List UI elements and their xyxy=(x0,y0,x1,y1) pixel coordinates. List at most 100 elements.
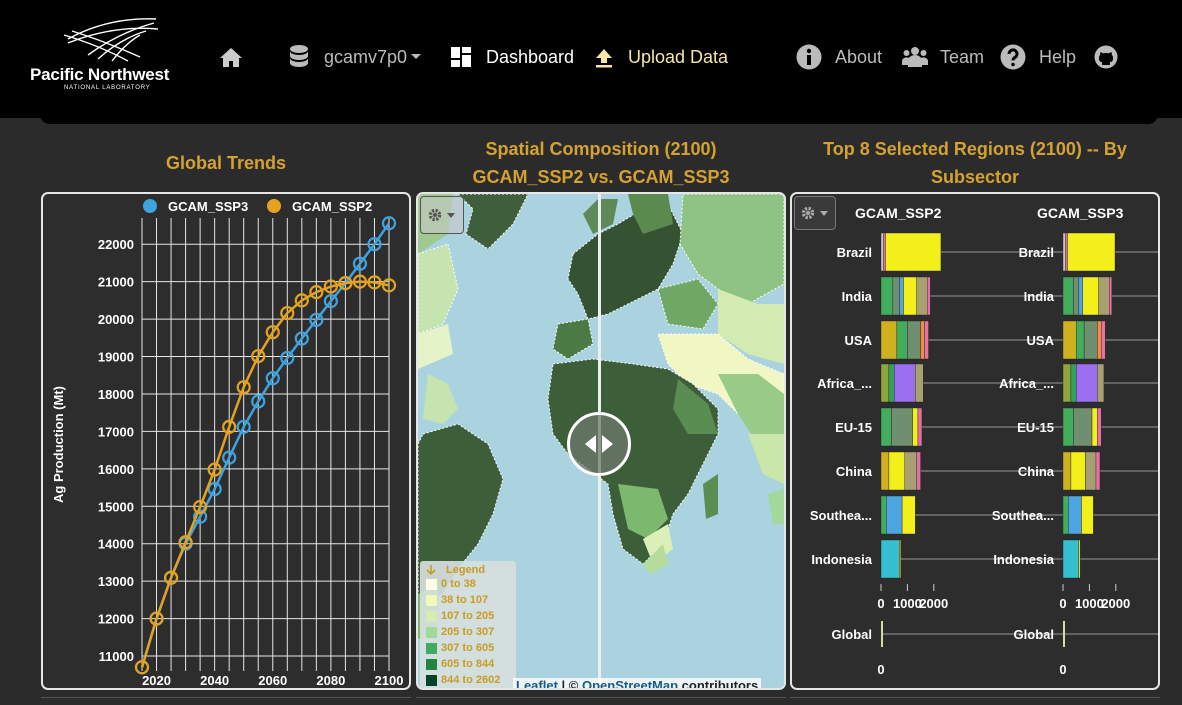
top-navbar xyxy=(0,0,1182,118)
home-icon xyxy=(220,48,242,67)
legend-marker xyxy=(267,199,281,213)
nav-github[interactable] xyxy=(1094,40,1118,74)
data-point xyxy=(193,499,208,515)
y-tick-label: 16000 xyxy=(98,462,134,477)
data-point xyxy=(251,349,266,364)
bar-segment xyxy=(896,320,908,360)
legend-item: 844 to 2602 xyxy=(426,674,500,686)
y-tick-label: 13000 xyxy=(98,574,134,589)
x-tick-label: 2060 xyxy=(258,673,287,688)
spatial-map-panel[interactable]: Legend 0 to 38 38 to 107 107 to 205 205 to … xyxy=(416,192,786,690)
bar-segment xyxy=(1085,451,1097,491)
series-line xyxy=(140,222,391,668)
divider xyxy=(790,697,1160,698)
region-label: Indonesia xyxy=(993,552,1054,567)
nav-upload-data[interactable]: Upload Data xyxy=(594,40,728,74)
bar-segment xyxy=(1082,276,1099,316)
legend-swatch xyxy=(426,642,437,654)
data-point xyxy=(134,660,150,675)
global-trends-panel: 11000 12000 13000 14000 15000 16000 17000 18000… xyxy=(41,192,411,690)
team-label: Team xyxy=(940,46,985,67)
data-point xyxy=(294,331,309,346)
region-label: USA xyxy=(845,333,873,348)
top-regions-title: Top 8 Selected Regions (2100) -- By Subs… xyxy=(790,135,1160,191)
data-point xyxy=(367,275,382,290)
map-legend: Legend 0 to 38 38 to 107 107 to 205 205 to … xyxy=(420,561,516,688)
bar-segment xyxy=(880,539,900,579)
x-tick-label: 0 xyxy=(877,596,884,611)
compare-slider-handle[interactable] xyxy=(567,412,631,476)
bar-segment xyxy=(886,495,903,535)
bar-segment xyxy=(880,232,884,272)
x-tick-label: 0 xyxy=(1059,596,1066,611)
bar-segment xyxy=(880,276,894,316)
legend-item-label: 605 to 844 xyxy=(441,658,495,670)
global-bar xyxy=(1063,621,1065,647)
nav-home[interactable] xyxy=(219,40,243,74)
global-trends-chart[interactable]: 11000 12000 13000 14000 15000 16000 17000 18000… xyxy=(43,194,409,688)
bar-segment xyxy=(1073,407,1093,447)
bar-segment xyxy=(1098,276,1110,316)
bar-segment xyxy=(907,320,921,360)
data-point xyxy=(338,276,353,291)
bar-segment xyxy=(880,320,898,360)
legend-label: GCAM_SSP3 xyxy=(168,199,248,214)
data-point xyxy=(381,278,397,293)
dashboard-icon xyxy=(451,47,471,67)
data-point xyxy=(236,380,251,395)
top-regions-panel: GCAM_SSP2 GCAM_SSP3 Brazil India USA Africa… xyxy=(790,192,1160,690)
legend-item-label: 107 to 205 xyxy=(441,610,495,622)
nav-help[interactable]: Help xyxy=(1000,40,1076,74)
region-label: Brazil xyxy=(1019,245,1054,260)
region-label: Africa_... xyxy=(817,376,872,391)
data-point xyxy=(149,611,164,626)
x-tick-label: 2020 xyxy=(142,673,171,688)
top-regions-title-line1: Top 8 Selected Regions (2100) -- By xyxy=(823,139,1127,159)
legend-item: 307 to 605 xyxy=(426,642,494,654)
region-label: Africa_... xyxy=(999,376,1054,391)
x-tick-label: 2000 xyxy=(919,596,948,611)
nav-about[interactable]: About xyxy=(796,40,882,74)
leaflet-link[interactable]: Leaflet xyxy=(516,678,558,690)
bar-segment xyxy=(1076,363,1098,403)
legend-item-label: 205 to 307 xyxy=(441,626,495,638)
upload-icon xyxy=(596,49,612,68)
bar-segment xyxy=(1062,495,1069,535)
data-point xyxy=(309,312,324,327)
osm-link[interactable]: OpenStreetMap xyxy=(581,678,679,690)
nav-team[interactable]: Team xyxy=(902,40,984,74)
y-tick-label: 14000 xyxy=(98,537,134,552)
pnnl-logo[interactable]: Pacific Northwest NATIONAL LABORATORY xyxy=(28,15,193,95)
bar-segment xyxy=(903,276,917,316)
legend-item-label: 38 to 107 xyxy=(441,594,489,606)
legend-header[interactable]: Legend xyxy=(426,564,485,576)
data-point xyxy=(309,285,324,300)
bar-segment xyxy=(901,495,916,535)
legend-item-label: 844 to 2602 xyxy=(441,674,501,686)
x-tick-label: 1000 xyxy=(893,596,922,611)
data-point xyxy=(207,481,222,497)
bar-segment xyxy=(1097,363,1105,403)
map-settings-button[interactable] xyxy=(420,196,464,234)
bar-segment xyxy=(880,451,890,491)
about-label: About xyxy=(835,46,883,67)
region-label: Southea... xyxy=(810,508,872,523)
legend-item-label: 307 to 605 xyxy=(441,642,495,654)
regions-settings-button[interactable] xyxy=(794,196,836,230)
region-label: Southea... xyxy=(992,508,1054,523)
bar-segment xyxy=(1076,320,1085,360)
legend-swatch xyxy=(426,594,437,606)
bar-segment xyxy=(1070,451,1086,491)
bar-segment xyxy=(1062,539,1080,579)
bar-segment xyxy=(916,276,928,316)
nav-database-dropdown[interactable]: gcamv7p0 xyxy=(288,40,422,74)
data-point xyxy=(207,462,222,477)
data-point xyxy=(163,570,179,585)
bar-segment xyxy=(880,363,890,403)
top-regions-chart[interactable]: Brazil India USA Africa_... EU-15 China Southe… xyxy=(792,194,1158,688)
nav-dashboard[interactable]: Dashboard xyxy=(450,40,574,74)
bar-segment xyxy=(1065,232,1068,272)
bar-segment xyxy=(1073,276,1080,316)
x-tick-label: 2040 xyxy=(200,673,229,688)
data-point xyxy=(193,509,208,524)
